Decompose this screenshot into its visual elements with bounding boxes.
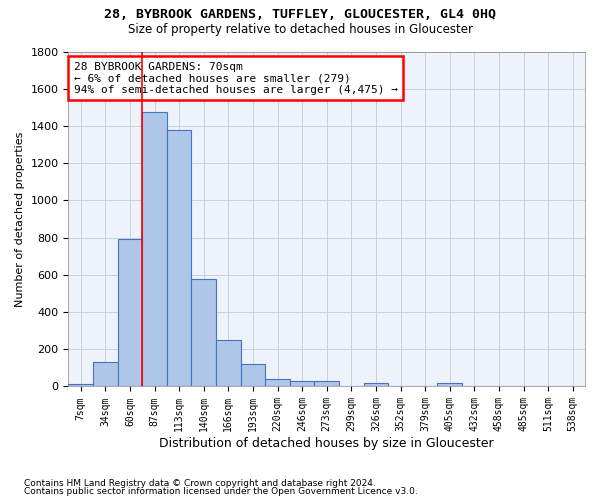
Bar: [142, 112, 167, 386]
Text: 28, BYBROOK GARDENS, TUFFLEY, GLOUCESTER, GL4 0HQ: 28, BYBROOK GARDENS, TUFFLEY, GLOUCESTER…: [104, 8, 496, 20]
Bar: [216, 340, 241, 386]
Bar: [118, 238, 142, 386]
Bar: [68, 384, 93, 386]
Bar: [314, 381, 339, 386]
Bar: [364, 383, 388, 386]
Bar: [93, 362, 118, 386]
Bar: [290, 381, 314, 386]
Bar: [265, 380, 290, 386]
X-axis label: Distribution of detached houses by size in Gloucester: Distribution of detached houses by size …: [160, 437, 494, 450]
Bar: [191, 280, 216, 386]
Text: Size of property relative to detached houses in Gloucester: Size of property relative to detached ho…: [128, 22, 473, 36]
Bar: [167, 130, 191, 386]
Bar: [437, 383, 462, 386]
Text: Contains HM Land Registry data © Crown copyright and database right 2024.: Contains HM Land Registry data © Crown c…: [24, 478, 376, 488]
Y-axis label: Number of detached properties: Number of detached properties: [15, 132, 25, 306]
Bar: [241, 364, 265, 386]
Text: Contains public sector information licensed under the Open Government Licence v3: Contains public sector information licen…: [24, 487, 418, 496]
Text: 28 BYBROOK GARDENS: 70sqm
← 6% of detached houses are smaller (279)
94% of semi-: 28 BYBROOK GARDENS: 70sqm ← 6% of detach…: [74, 62, 398, 94]
